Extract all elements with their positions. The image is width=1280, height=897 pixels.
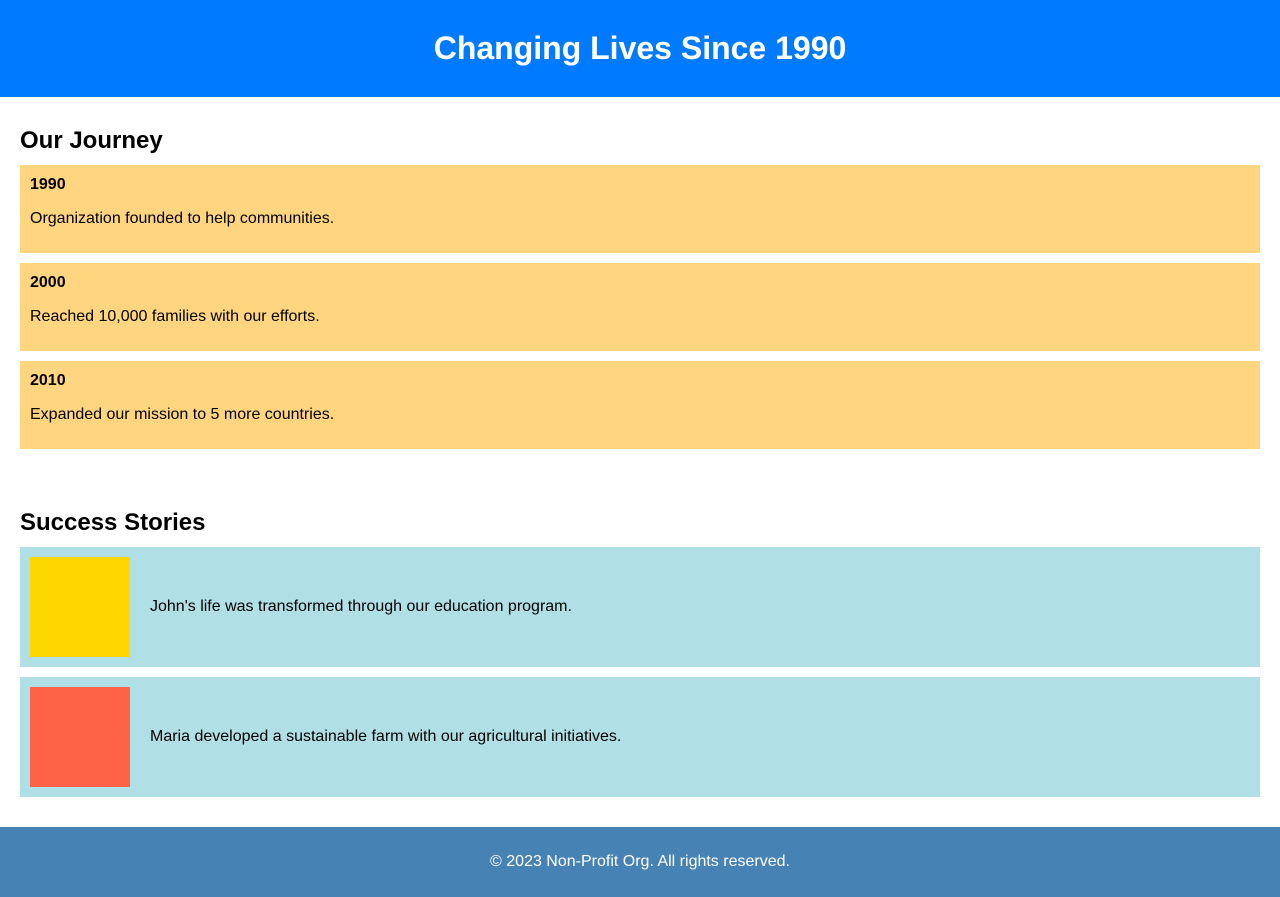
timeline-description: Organization founded to help communities…: [30, 210, 335, 227]
site-footer: © 2023 Non-Profit Org. All rights reserv…: [0, 827, 1280, 897]
copyright-text: © 2023 Non-Profit Org. All rights reserv…: [490, 853, 790, 870]
journey-section-title: Our Journey: [20, 127, 163, 154]
timeline-year: 1990: [30, 176, 66, 193]
timeline-description: Reached 10,000 families with our efforts…: [30, 308, 320, 325]
story-image: [30, 687, 130, 787]
timeline-item: 2000 Reached 10,000 families with our ef…: [20, 263, 1260, 351]
timeline-year: 2000: [30, 274, 66, 291]
timeline-year: 2010: [30, 372, 66, 389]
page-title: Changing Lives Since 1990: [433, 30, 847, 66]
story-card: Maria developed a sustainable farm with …: [20, 677, 1260, 797]
story-text: Maria developed a sustainable farm with …: [150, 728, 622, 745]
timeline-item: 2010 Expanded our mission to 5 more coun…: [20, 361, 1260, 449]
stories-section-title: Success Stories: [20, 509, 206, 536]
story-text: John's life was transformed through our …: [150, 598, 572, 615]
story-image: [30, 557, 130, 657]
site-header: Changing Lives Since 1990: [0, 0, 1280, 97]
story-card: John's life was transformed through our …: [20, 547, 1260, 667]
timeline-item: 1990 Organization founded to help commun…: [20, 165, 1260, 253]
timeline-description: Expanded our mission to 5 more countries…: [30, 406, 335, 423]
